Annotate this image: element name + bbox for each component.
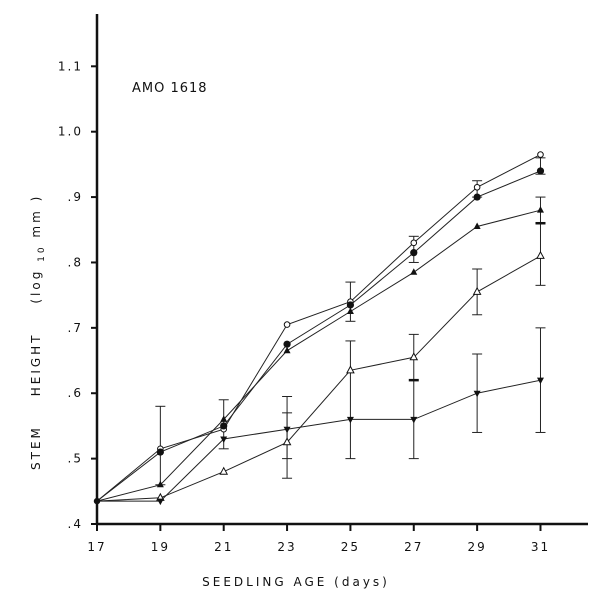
data-point-filled-circle <box>536 167 545 175</box>
data-point-filled-circle <box>220 422 228 430</box>
data-point-open-triangle <box>282 437 292 446</box>
data-point-open-circle <box>473 183 481 191</box>
y-label-stem: STEM <box>29 425 43 470</box>
x-ticks: 17 19 21 23 25 27 29 31 <box>87 524 550 554</box>
data-point-filled-down-triangle <box>346 416 354 424</box>
x-tick-label: 31 <box>531 540 550 554</box>
x-tick-label: 17 <box>87 540 106 554</box>
data-point-origin <box>93 497 101 505</box>
data-point-filled-down-triangle <box>536 377 544 385</box>
y-ticks: .4 .5 .6 .7 .8 .9 1.0 1.1 <box>58 59 97 531</box>
x-tick-label: 25 <box>341 540 360 554</box>
y-label-base: 10 <box>37 244 47 261</box>
series-line-3 <box>96 209 541 502</box>
data-point-filled-triangle <box>346 307 354 314</box>
y-label-height: HEIGHT <box>29 332 43 396</box>
data-point-filled-circle <box>283 340 291 348</box>
data-point-filled-circle <box>346 301 355 309</box>
data-point-filled-down-triangle <box>410 416 418 424</box>
data-point-filled-triangle <box>536 206 544 213</box>
data-point-open-circle <box>283 321 291 328</box>
data-point-filled-triangle <box>156 480 164 488</box>
data-point-filled-triangle <box>220 415 228 422</box>
data-point-open-circle <box>410 239 418 247</box>
error-bars <box>155 157 546 486</box>
data-point-open-circle <box>537 151 544 158</box>
x-axis-label: SEEDLING AGE (days) <box>202 575 390 589</box>
chart-annotation: AMO 1618 <box>132 81 208 96</box>
data-point-open-triangle <box>409 352 419 361</box>
axes <box>95 14 588 526</box>
data-point-open-triangle <box>472 286 482 295</box>
y-tick-label: .6 <box>68 386 83 400</box>
y-tick-label: 1.0 <box>58 125 83 139</box>
y-label-log: (log <box>29 269 43 304</box>
y-axis-label: STEM HEIGHT (log 10 mm ) <box>29 194 47 470</box>
y-tick-label: .7 <box>68 321 83 335</box>
data-point-open-triangle <box>536 250 545 259</box>
x-tick-label: 21 <box>214 540 233 554</box>
data-point-filled-triangle <box>473 222 481 229</box>
data-point-filled-circle <box>156 448 164 456</box>
x-tick-label: 29 <box>467 540 486 554</box>
data-point-open-triangle <box>346 365 355 374</box>
data-point-filled-down-triangle <box>156 498 164 506</box>
y-tick-label: .5 <box>68 452 83 466</box>
data-point-filled-circle <box>473 193 481 201</box>
x-tick-label: 19 <box>151 540 170 554</box>
series-line-1 <box>96 154 541 502</box>
data-point-filled-triangle <box>410 268 418 275</box>
y-label-unit: mm ) <box>29 194 43 238</box>
data-point-filled-triangle <box>283 346 291 354</box>
series-group <box>93 151 545 506</box>
data-point-open-triangle <box>219 466 229 475</box>
x-tick-label: 23 <box>277 540 296 554</box>
x-tick-label: 27 <box>404 540 423 554</box>
series-line-5 <box>97 379 541 502</box>
y-tick-label: .8 <box>68 255 83 269</box>
series-line-2 <box>96 170 541 502</box>
data-point-filled-down-triangle <box>220 436 228 443</box>
y-tick-label: .9 <box>68 190 83 204</box>
data-point-filled-circle <box>410 249 418 257</box>
data-point-filled-down-triangle <box>473 390 481 398</box>
series-line-4 <box>96 255 541 502</box>
data-point-filled-down-triangle <box>283 426 291 434</box>
y-tick-label: 1.1 <box>58 59 83 73</box>
y-tick-label: .4 <box>68 517 83 531</box>
